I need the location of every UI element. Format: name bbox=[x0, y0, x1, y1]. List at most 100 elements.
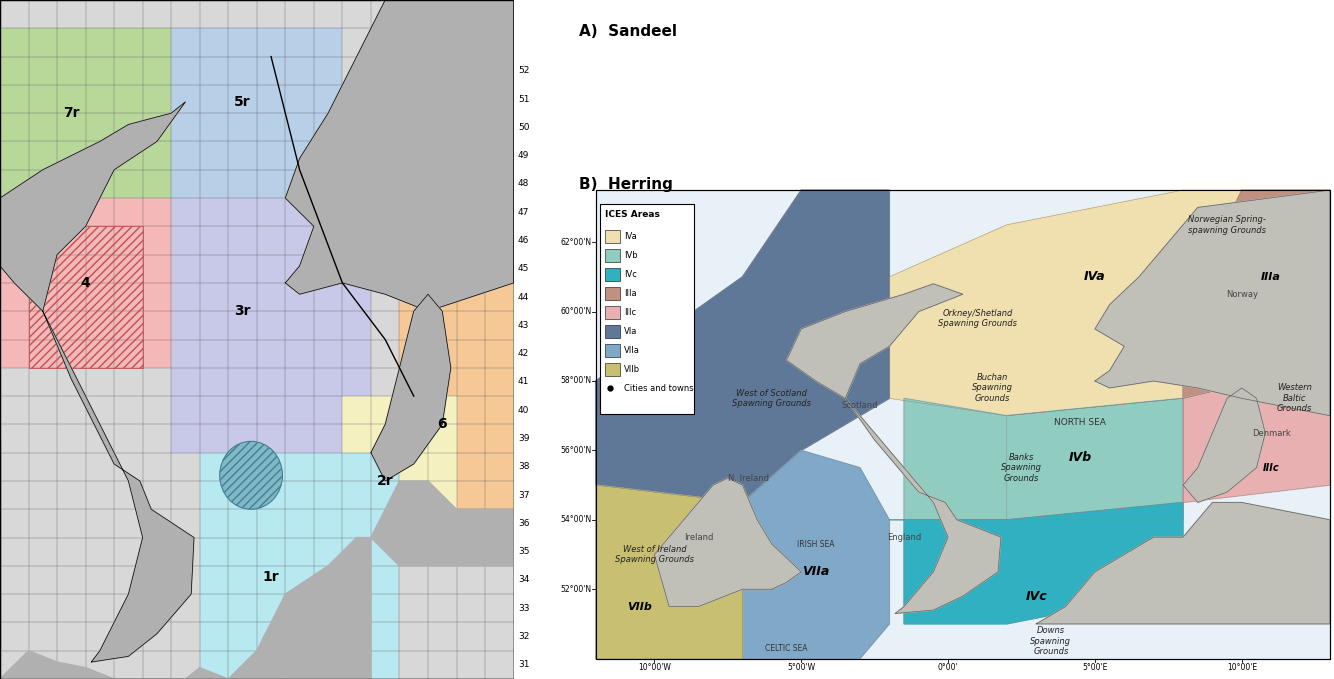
Text: 44: 44 bbox=[518, 293, 530, 301]
Text: 5r: 5r bbox=[235, 95, 251, 109]
Bar bbox=[171, 29, 343, 198]
Polygon shape bbox=[0, 650, 228, 679]
Text: 47: 47 bbox=[518, 208, 530, 217]
Text: VIa: VIa bbox=[624, 327, 638, 336]
Text: 49: 49 bbox=[518, 151, 530, 160]
Polygon shape bbox=[743, 450, 890, 659]
Text: IIIa: IIIa bbox=[624, 289, 636, 298]
Text: England: England bbox=[887, 532, 922, 542]
Text: 7r: 7r bbox=[63, 106, 80, 120]
Text: IIIc: IIIc bbox=[624, 308, 636, 317]
Text: 41: 41 bbox=[518, 378, 530, 386]
Polygon shape bbox=[371, 481, 514, 566]
Bar bbox=[606, 249, 620, 262]
Text: 42: 42 bbox=[518, 349, 530, 358]
Text: 38: 38 bbox=[518, 462, 530, 471]
Bar bbox=[596, 190, 1330, 659]
Text: 5°00'E: 5°00'E bbox=[1082, 663, 1107, 672]
Bar bbox=[399, 283, 514, 566]
Polygon shape bbox=[1183, 190, 1330, 399]
Text: VIIb: VIIb bbox=[627, 602, 652, 612]
Polygon shape bbox=[1037, 502, 1330, 624]
Text: 3r: 3r bbox=[235, 304, 251, 318]
Bar bbox=[606, 306, 620, 319]
Bar bbox=[606, 363, 620, 376]
Polygon shape bbox=[596, 485, 743, 659]
Text: 40: 40 bbox=[518, 406, 530, 415]
Text: Scotland: Scotland bbox=[842, 401, 878, 410]
Text: IVc: IVc bbox=[1026, 589, 1047, 603]
Text: IVa: IVa bbox=[624, 232, 638, 241]
Polygon shape bbox=[1183, 364, 1330, 502]
Text: N. Ireland: N. Ireland bbox=[728, 474, 768, 483]
Text: West of Scotland
Spawning Grounds: West of Scotland Spawning Grounds bbox=[732, 388, 811, 408]
Bar bbox=[606, 230, 620, 243]
Ellipse shape bbox=[854, 342, 866, 350]
Text: Banks
Spawning
Grounds: Banks Spawning Grounds bbox=[1000, 453, 1042, 483]
Text: VIa: VIa bbox=[672, 340, 695, 353]
Circle shape bbox=[53, 218, 61, 235]
Text: IIIc: IIIc bbox=[1263, 463, 1279, 473]
Polygon shape bbox=[228, 538, 371, 679]
Text: B)  Herring: B) Herring bbox=[579, 177, 674, 191]
Text: 43: 43 bbox=[518, 321, 530, 330]
Text: 34: 34 bbox=[518, 576, 530, 585]
Text: IIIa: IIIa bbox=[1261, 272, 1281, 282]
Text: 32: 32 bbox=[518, 632, 530, 641]
Text: Buchan
Spawning
Grounds: Buchan Spawning Grounds bbox=[971, 373, 1013, 403]
Text: 60°00'N: 60°00'N bbox=[560, 307, 591, 316]
Text: ICES Areas: ICES Areas bbox=[604, 210, 659, 219]
Text: NORTH SEA: NORTH SEA bbox=[1054, 418, 1106, 427]
Text: Norway: Norway bbox=[1226, 290, 1258, 299]
Text: 54°00'N: 54°00'N bbox=[560, 515, 591, 524]
Text: 0°00': 0°00' bbox=[938, 663, 958, 672]
Text: IVc: IVc bbox=[624, 270, 638, 279]
Text: IVb: IVb bbox=[624, 251, 638, 260]
Polygon shape bbox=[1095, 190, 1330, 416]
Text: IVa: IVa bbox=[1085, 270, 1106, 283]
Bar bbox=[200, 453, 399, 679]
Bar bbox=[171, 198, 371, 453]
Bar bbox=[596, 190, 1330, 659]
Text: IVb: IVb bbox=[1069, 451, 1091, 464]
Text: Western
Baltic
Grounds: Western Baltic Grounds bbox=[1277, 384, 1313, 414]
Polygon shape bbox=[596, 190, 890, 502]
Text: VIIa: VIIa bbox=[802, 566, 830, 579]
Polygon shape bbox=[285, 0, 514, 311]
Text: 62°00'N: 62°00'N bbox=[560, 238, 591, 246]
Text: 1r: 1r bbox=[263, 570, 279, 584]
Circle shape bbox=[101, 145, 109, 162]
Polygon shape bbox=[890, 399, 1183, 520]
Text: Ireland: Ireland bbox=[684, 532, 714, 542]
Text: 37: 37 bbox=[518, 491, 530, 500]
Bar bbox=[0, 198, 171, 368]
Text: 4: 4 bbox=[81, 276, 91, 290]
Text: 31: 31 bbox=[518, 661, 530, 669]
Text: Orkney/Shetland
Spawning Grounds: Orkney/Shetland Spawning Grounds bbox=[938, 309, 1017, 328]
Bar bbox=[606, 325, 620, 338]
Text: Downs
Spawning
Grounds: Downs Spawning Grounds bbox=[1030, 627, 1071, 656]
Text: IRISH SEA: IRISH SEA bbox=[798, 540, 835, 549]
Text: 52°00'N: 52°00'N bbox=[560, 585, 591, 593]
Text: Cities and towns: Cities and towns bbox=[624, 384, 694, 393]
Polygon shape bbox=[890, 190, 1330, 416]
Text: CELTIC SEA: CELTIC SEA bbox=[766, 644, 808, 653]
Text: 35: 35 bbox=[518, 547, 530, 556]
FancyBboxPatch shape bbox=[600, 204, 694, 414]
Bar bbox=[606, 344, 620, 357]
Bar bbox=[606, 268, 620, 281]
Text: West of Ireland
Spawning Grounds: West of Ireland Spawning Grounds bbox=[615, 545, 694, 564]
Text: 46: 46 bbox=[518, 236, 530, 245]
Text: 5°00'W: 5°00'W bbox=[787, 663, 815, 672]
Text: 56°00'N: 56°00'N bbox=[560, 446, 591, 455]
Polygon shape bbox=[787, 284, 1000, 614]
Text: 45: 45 bbox=[518, 264, 530, 273]
Text: 2r: 2r bbox=[378, 474, 394, 488]
Bar bbox=[606, 287, 620, 300]
Polygon shape bbox=[371, 294, 451, 481]
Ellipse shape bbox=[220, 441, 283, 509]
Text: 52: 52 bbox=[518, 67, 530, 75]
Text: 10°00'W: 10°00'W bbox=[638, 663, 671, 672]
Text: 58°00'N: 58°00'N bbox=[560, 376, 591, 386]
Polygon shape bbox=[0, 102, 193, 662]
